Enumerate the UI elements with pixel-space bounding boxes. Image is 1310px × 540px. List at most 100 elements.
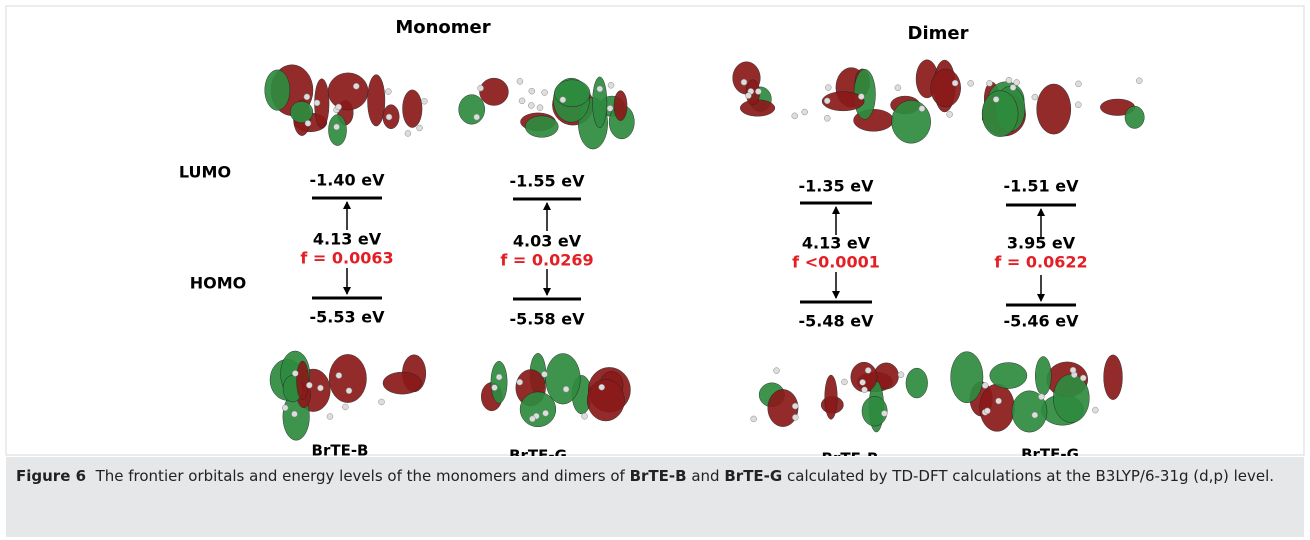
atom — [417, 125, 423, 131]
lumo-energy: -1.55 eV — [510, 172, 586, 191]
atom — [334, 124, 340, 130]
atom — [529, 88, 535, 94]
atom — [306, 382, 312, 388]
atom — [474, 114, 480, 120]
oscillator-strength: f = 0.0622 — [994, 253, 1087, 272]
atom — [824, 98, 830, 104]
atom — [517, 78, 523, 84]
atom — [282, 405, 288, 411]
orbital-lobe — [1035, 356, 1051, 395]
orbital-lobe — [587, 380, 624, 421]
orbital-lobe — [546, 353, 581, 404]
atom — [336, 372, 342, 378]
atom — [492, 385, 498, 391]
atom — [1006, 77, 1012, 83]
atom — [1038, 394, 1044, 400]
atom — [755, 88, 761, 94]
atom — [1080, 375, 1086, 381]
atom — [1032, 94, 1038, 100]
atom — [792, 403, 798, 409]
atom — [607, 105, 613, 111]
atom — [1075, 81, 1081, 87]
atom — [563, 386, 569, 392]
atom — [560, 97, 566, 103]
orbital-lobe — [297, 361, 309, 399]
atom — [860, 379, 866, 385]
atom — [741, 79, 747, 85]
atom — [421, 98, 427, 104]
orbital-lobe — [1125, 106, 1144, 128]
orbital-lobe — [825, 375, 838, 419]
atom — [898, 372, 904, 378]
orbital-lobe — [980, 384, 1015, 431]
atom — [342, 404, 348, 410]
atom — [599, 384, 605, 390]
atom — [528, 102, 534, 108]
orbital-lobe — [1104, 355, 1123, 400]
compound-name: BrTE-G — [509, 447, 567, 457]
orbital-lobe — [328, 73, 368, 110]
figure: Monomer Dimer LUMO HOMO -1.40 eV4.13 eVf… — [0, 0, 1310, 456]
atom — [947, 111, 953, 117]
atom — [519, 98, 525, 104]
atom — [608, 82, 614, 88]
orbital-lobe — [1037, 84, 1071, 134]
atom — [1075, 102, 1081, 108]
lumo-energy: -1.35 eV — [799, 177, 875, 196]
atom — [881, 410, 887, 416]
atom — [305, 120, 311, 126]
orbital-lobe — [1053, 374, 1089, 423]
atom — [858, 94, 864, 100]
orbital-lobe — [328, 115, 346, 146]
oscillator-strength: f = 0.0269 — [500, 251, 593, 270]
atom — [317, 385, 323, 391]
gap-energy: 4.13 eV — [313, 230, 382, 249]
atom — [984, 408, 990, 414]
gap-energy: 3.95 eV — [1007, 234, 1076, 253]
atom — [304, 94, 310, 100]
orbital-lobe — [520, 392, 556, 427]
orbital-lobe — [403, 90, 423, 128]
orbital-lobe — [593, 77, 607, 128]
section-title: Monomer — [395, 17, 490, 38]
atom — [353, 83, 359, 89]
atom — [996, 398, 1002, 404]
atom — [993, 96, 999, 102]
atom — [1070, 367, 1076, 373]
atom — [895, 85, 901, 91]
atom — [792, 414, 798, 420]
atom — [1092, 407, 1098, 413]
atom — [824, 115, 830, 121]
gap-energy: 4.03 eV — [513, 232, 582, 251]
orbital-lobe — [491, 361, 507, 403]
orbital-lobe — [982, 91, 1018, 137]
orbital-lobe — [525, 116, 558, 138]
caption-text: The frontier orbitals and energy levels … — [96, 467, 625, 485]
orbital-lobe — [265, 70, 290, 111]
gap-energy: 4.13 eV — [802, 234, 871, 253]
compound-name: BrTE-B — [822, 450, 879, 457]
orbital-lobe — [367, 75, 384, 126]
atom — [751, 416, 757, 422]
compound-name: BrTE-B — [312, 442, 369, 457]
atom — [581, 413, 587, 419]
atom — [865, 367, 871, 373]
homo-energy: -5.46 eV — [1004, 312, 1080, 331]
orbital-lobe — [951, 352, 983, 403]
orbital-lobe — [906, 368, 928, 398]
atom — [379, 399, 385, 405]
level-label: LUMO — [179, 163, 231, 182]
lumo-energy: -1.51 eV — [1004, 177, 1080, 196]
orbital-lobe — [480, 78, 509, 105]
orbital-lobe — [990, 363, 1027, 389]
caption-bold: BrTE-G — [724, 467, 782, 485]
caption-text: calculated by TD-DFT calculations at the… — [787, 467, 1274, 485]
atom — [792, 113, 798, 119]
orbital-lobe — [931, 69, 961, 107]
atom — [327, 414, 333, 420]
section-title: Dimer — [908, 23, 969, 44]
atom — [1010, 85, 1016, 91]
atom — [952, 80, 958, 86]
orbital-lobe — [290, 101, 313, 123]
atom — [987, 80, 993, 86]
